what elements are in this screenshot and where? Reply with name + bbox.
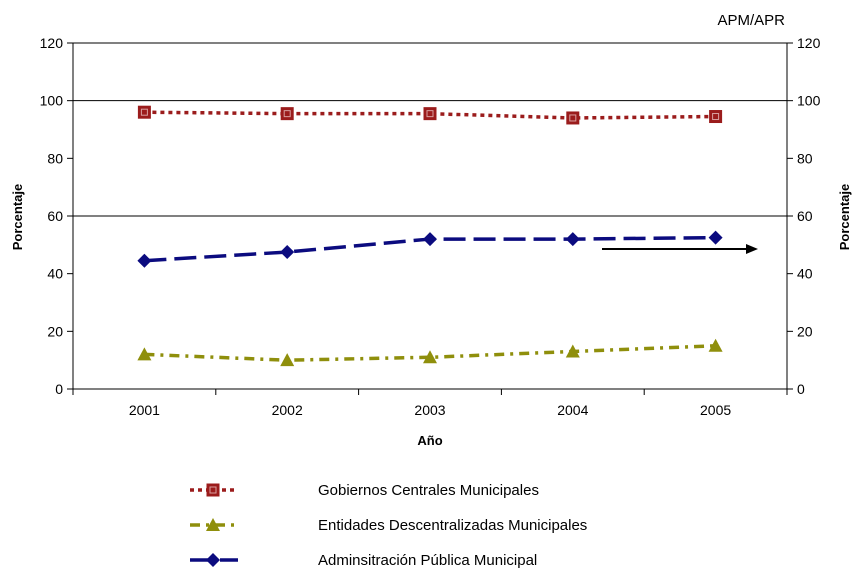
- square-marker-inner: [712, 113, 720, 121]
- square-marker-inner: [283, 110, 291, 118]
- x-tick-label: 2002: [272, 402, 303, 418]
- series-2-point: [280, 353, 295, 367]
- series-3-point: [137, 253, 152, 268]
- x-tick-label: 2004: [557, 402, 588, 418]
- square-marker-inner: [569, 114, 577, 122]
- series-1-point: [280, 107, 294, 121]
- annotation-layer: [602, 244, 758, 254]
- series-1-point: [423, 107, 437, 121]
- y-tick-label-left: 120: [40, 35, 64, 51]
- square-marker: [206, 483, 220, 497]
- legend-item-3: Adminsitración Pública Municipal: [190, 552, 537, 569]
- series-3-point: [423, 232, 437, 247]
- series-1-point: [566, 111, 580, 125]
- legend-swatch-marker: [206, 553, 220, 567]
- series-2-point: [137, 347, 152, 361]
- x-tick-label: 2005: [700, 402, 731, 418]
- y-axis-title-right: Porcentaje: [837, 184, 852, 250]
- x-tick-label: 2003: [414, 402, 445, 418]
- series-3-point: [565, 232, 580, 247]
- y-tick-label-right: 120: [797, 35, 821, 51]
- square-marker-inner: [140, 108, 148, 116]
- legend-item-1: Gobiernos Centrales Municipales: [190, 482, 539, 499]
- square-marker: [423, 107, 437, 121]
- y-tick-label-left: 0: [55, 381, 63, 397]
- legend-item-2: Entidades Descentralizadas Municipales: [190, 517, 587, 534]
- axes: 0 20 40 60 80 100 120 0 20 40 60 80 100 120 2001 2002 20…: [40, 35, 821, 418]
- legend: Gobiernos Centrales Municipales Entidades…: [190, 482, 587, 569]
- y-tick-label-left: 40: [47, 266, 63, 282]
- y-tick-label-left: 100: [40, 93, 64, 109]
- square-marker-inner: [209, 486, 217, 494]
- y-tick-label-left: 80: [47, 150, 63, 166]
- series-3-point: [708, 230, 723, 245]
- series-2-point: [565, 344, 580, 358]
- legend-swatch-marker: [206, 483, 220, 497]
- y-tick-label-right: 40: [797, 266, 813, 282]
- gridlines: [73, 42, 787, 217]
- legend-swatch-marker: [206, 518, 220, 531]
- square-marker: [709, 110, 723, 124]
- x-tick-label: 2001: [129, 402, 160, 418]
- square-marker-inner: [426, 110, 434, 118]
- series-3-point: [280, 245, 295, 260]
- series-layer: [137, 105, 723, 367]
- series-2-point: [708, 338, 723, 352]
- y-tick-label-right: 80: [797, 150, 813, 166]
- series-1-point: [709, 110, 723, 124]
- legend-label: Adminsitración Pública Municipal: [318, 552, 537, 569]
- corner-label: APM/APR: [717, 12, 785, 29]
- annotation-arrow-head: [746, 244, 758, 254]
- y-tick-label-right: 100: [797, 93, 821, 109]
- series-1-point: [137, 105, 151, 119]
- y-tick-label-right: 0: [797, 381, 805, 397]
- y-tick-label-right: 20: [797, 323, 813, 339]
- y-axis-title-left: Porcentaje: [10, 184, 25, 250]
- series-line-2: [144, 344, 716, 362]
- square-marker: [137, 105, 151, 119]
- y-tick-label-right: 60: [797, 208, 813, 224]
- square-marker: [566, 111, 580, 125]
- square-marker: [280, 107, 294, 121]
- legend-label: Entidades Descentralizadas Municipales: [318, 517, 587, 534]
- x-axis-title: Año: [417, 433, 442, 448]
- legend-label: Gobiernos Centrales Municipales: [318, 482, 539, 499]
- series-2-point: [423, 350, 437, 364]
- y-tick-label-left: 20: [47, 323, 63, 339]
- y-tick-label-left: 60: [47, 208, 63, 224]
